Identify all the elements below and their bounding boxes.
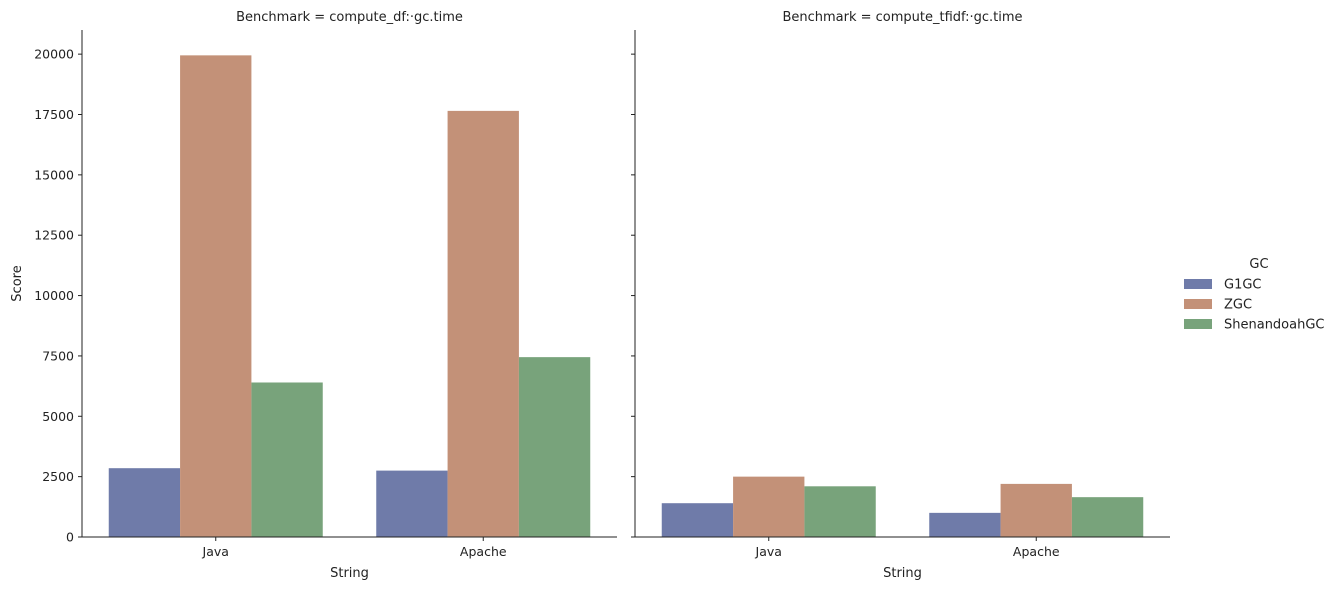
y-tick-label: 17500 [34,107,74,122]
panel-title: Benchmark = compute_df:·gc.time [236,10,463,25]
x-tick-label: Apache [1013,544,1060,559]
legend-swatch-g1gc [1184,279,1212,289]
x-axis-label: String [883,566,922,581]
y-axis-label: Score [10,265,25,301]
legend-title: GC [1249,257,1268,272]
x-tick-label: Java [202,544,229,559]
bar-g1gc-java [108,468,181,537]
y-tick-label: 15000 [34,167,74,182]
bar-shenandoahgc-apache [1071,497,1144,537]
bar-shenandoahgc-java [251,382,323,537]
x-axis-label: String [330,566,369,581]
bar-zgc-java [180,55,252,537]
y-tick-label: 12500 [34,228,74,243]
y-tick-label: 20000 [34,47,74,62]
y-tick-label: 0 [66,530,74,545]
x-tick-label: Apache [460,544,507,559]
bar-g1gc-apache [929,512,1001,537]
y-tick-label: 2500 [42,469,74,484]
bar-zgc-apache [1000,483,1072,537]
legend-swatch-shenandoahgc [1184,319,1212,329]
legend-label-g1gc: G1GC [1224,278,1262,293]
legend-label-zgc: ZGC [1224,298,1252,313]
bar-shenandoahgc-apache [518,357,591,537]
legend-swatch-zgc [1184,299,1212,309]
bar-zgc-java [733,476,805,537]
y-tick-label: 10000 [34,288,74,303]
bar-g1gc-java [661,503,734,537]
bar-zgc-apache [447,110,519,537]
y-tick-label: 5000 [42,409,74,424]
y-tick-label: 7500 [42,348,74,363]
panel-title: Benchmark = compute_tfidf:·gc.time [782,10,1022,25]
legend-label-shenandoahgc: ShenandoahGC [1224,318,1325,333]
bar-g1gc-apache [376,470,448,537]
bar-shenandoahgc-java [804,486,876,537]
x-tick-label: Java [755,544,782,559]
